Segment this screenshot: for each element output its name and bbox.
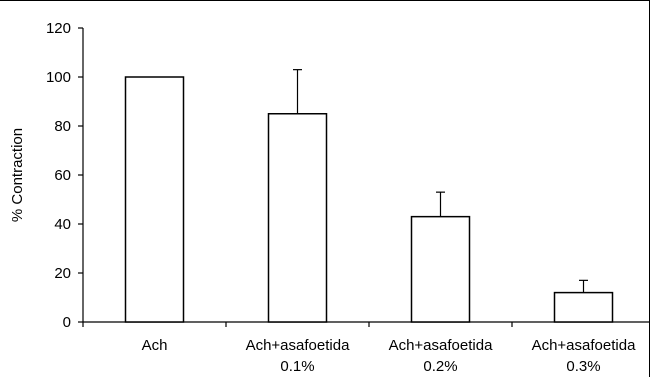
y-tick-label: 120 <box>46 20 71 37</box>
bar <box>124 76 185 323</box>
bar <box>410 215 471 323</box>
y-tick-label: 60 <box>54 167 71 184</box>
x-tick-label: Ach <box>142 337 168 354</box>
x-tick-label: 0.2% <box>423 358 457 375</box>
bar <box>267 113 328 323</box>
y-tick-label: 80 <box>54 118 71 135</box>
y-tick-label: 100 <box>46 69 71 86</box>
x-tick-label: Ach+asafoetida <box>389 337 493 354</box>
y-tick-label: 20 <box>54 265 71 282</box>
bar <box>553 291 614 323</box>
x-tick-label: 0.3% <box>566 358 600 375</box>
x-tick-label: 0.1% <box>280 358 314 375</box>
y-tick-label: 0 <box>63 314 71 331</box>
x-tick-label: Ach+asafoetida <box>532 337 636 354</box>
x-tick-label: Ach+asafoetida <box>246 337 350 354</box>
y-axis-title: % Contraction <box>9 128 26 222</box>
y-tick-label: 40 <box>54 216 71 233</box>
